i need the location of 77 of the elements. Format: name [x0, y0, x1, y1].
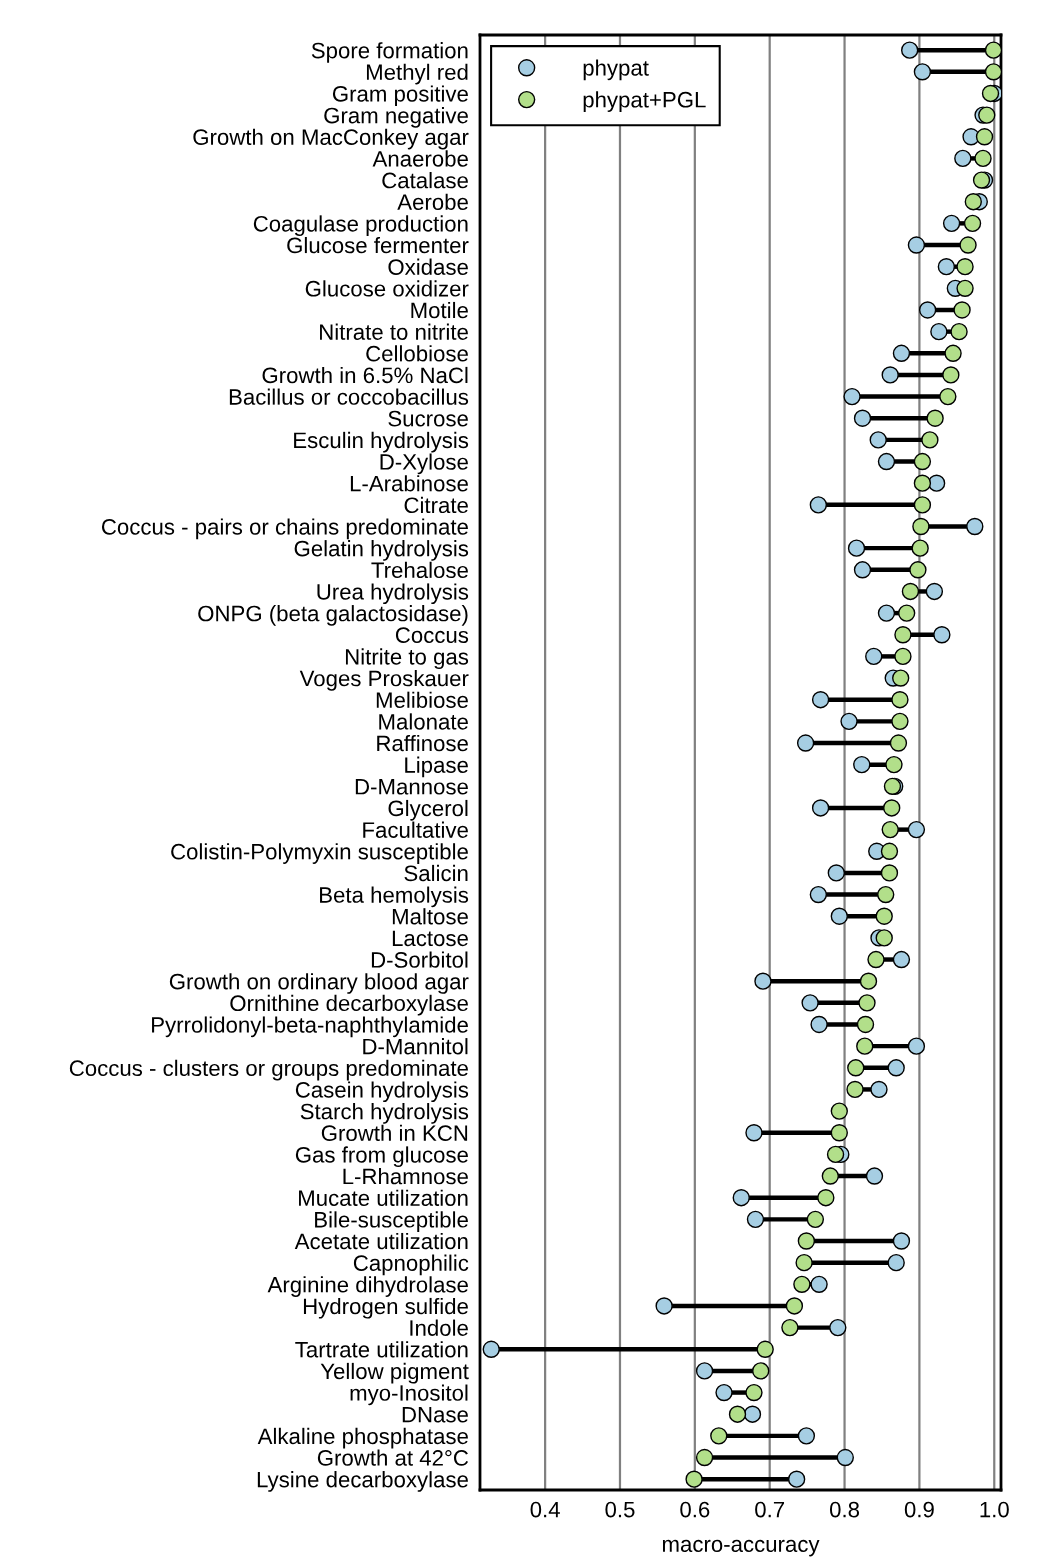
y-tick-label: L-Rhamnose: [343, 1168, 468, 1185]
y-tick-label: Bacillus or coccobacillus: [229, 388, 469, 405]
y-tick-label: Oxidase: [388, 258, 468, 275]
y-tick-label: Voges Proskauer: [299, 670, 469, 691]
y-tick-label: Lysine decarboxylase: [257, 1471, 468, 1492]
y-tick-label: Anaerobe: [372, 150, 468, 167]
y-tick-label: Esculin hydrolysis: [294, 431, 469, 453]
y-tick-label: Bile-susceptible: [315, 1211, 468, 1233]
y-tick-label: Yellow pigment: [320, 1362, 469, 1384]
y-tick-label: Raffinose: [377, 734, 468, 752]
y-tick-label: Colistin-Polymyxin susceptible: [171, 843, 468, 864]
y-tick-label: Aerobe: [397, 193, 468, 210]
y-tick-label: ONPG (beta galactosidase): [198, 605, 468, 626]
y-tick-label: Nitrite to gas: [345, 648, 469, 670]
x-tick-label: 0.4: [530, 1501, 560, 1518]
x-tick-label: 0.5: [605, 1501, 635, 1518]
y-tick-label: D-Mannose: [355, 779, 468, 795]
y-tick-label: Pyrrolidonyl-beta-naphthylamide: [152, 1016, 468, 1038]
y-tick-label: Gelatin hydrolysis: [294, 540, 469, 561]
y-tick-label: Spore formation: [311, 42, 468, 63]
y-tick-label: Coagulase production: [253, 215, 468, 237]
y-tick-label: Melibiose: [376, 691, 468, 708]
y-tick-label: Maltose: [392, 908, 468, 925]
x-tick-label: 0.8: [829, 1501, 860, 1518]
y-tick-label: Starch hydrolysis: [300, 1103, 469, 1124]
y-tick-label: Lipase: [405, 756, 468, 778]
y-tick-label: Growth in KCN: [321, 1124, 468, 1142]
y-tick-label: Glucose fermenter: [287, 236, 469, 254]
y-tick-label: Cellobiose: [366, 345, 468, 362]
y-tick-label: Coccus - clusters or groups predominate: [69, 1059, 468, 1081]
y-tick-label: Citrate: [404, 496, 468, 514]
y-tick-label: myo-Inositol: [350, 1384, 468, 1406]
y-tick-label: Methyl red: [366, 63, 468, 85]
x-axis-title: macro-accuracy: [662, 1539, 820, 1557]
y-tick-label: Sucrose: [388, 410, 468, 427]
y-tick-label: Capnophilic: [353, 1254, 469, 1276]
y-tick-label: Salicin: [404, 864, 468, 882]
y-tick-label: Facultative: [363, 821, 468, 838]
legend-label: phypat: [583, 59, 649, 81]
y-tick-label: Growth in 6.5% NaCl: [262, 366, 468, 384]
y-tick-label: Casein hydrolysis: [295, 1081, 469, 1103]
y-tick-label: Nitrate to nitrite: [320, 323, 468, 340]
y-tick-label: Malonate: [379, 713, 468, 730]
y-tick-label: Gram positive: [332, 85, 468, 107]
x-tick-label: 0.7: [755, 1501, 785, 1518]
y-tick-label: D-Xylose: [380, 453, 468, 475]
y-tick-label: Growth on ordinary blood agar: [169, 973, 469, 994]
y-tick-label: Acetate utilization: [294, 1232, 468, 1250]
y-tick-label: Coccus: [395, 627, 469, 644]
y-tick-label: Glucose oxidizer: [305, 280, 469, 297]
y-tick-label: DNase: [402, 1406, 468, 1423]
y-tick-label: Coccus - pairs or chains predominate: [101, 518, 468, 540]
y-tick-label: Hydrogen sulfide: [303, 1297, 468, 1319]
y-tick-label: Glycerol: [388, 799, 468, 821]
x-tick-label: 0.9: [904, 1501, 934, 1518]
y-tick-label: Trehalose: [371, 561, 468, 579]
y-tick-label: D-Mannitol: [363, 1038, 468, 1055]
y-tick-label: Growth at 42°C: [317, 1449, 469, 1466]
y-tick-label: Gram negative: [324, 107, 468, 128]
y-tick-label: Ornithine decarboxylase: [230, 994, 468, 1016]
y-tick-label: Alkaline phosphatase: [257, 1427, 468, 1449]
y-tick-label: Gas from glucose: [295, 1146, 468, 1168]
y-tick-label: Arginine dihydrolase: [267, 1276, 468, 1297]
y-tick-label: D-Sorbitol: [371, 951, 468, 968]
legend-label: phypat+PGL: [583, 91, 706, 112]
y-tick-label: Catalase: [382, 172, 468, 189]
y-tick-label: Urea hydrolysis: [317, 583, 469, 605]
y-tick-label: Indole: [410, 1319, 468, 1336]
y-tick-label: Mucate utilization: [299, 1189, 468, 1206]
y-tick-label: Tartrate utilization: [295, 1341, 468, 1358]
y-tick-label: Lactose: [392, 930, 468, 947]
y-tick-label: L-Arabinose: [350, 475, 468, 492]
x-tick-label: 1.0: [980, 1501, 1009, 1518]
y-tick-label: Motile: [411, 301, 468, 319]
y-tick-label: Beta hemolysis: [320, 886, 469, 908]
x-tick-label: 0.6: [680, 1501, 710, 1518]
y-tick-label: Growth on MacConkey agar: [193, 128, 469, 150]
